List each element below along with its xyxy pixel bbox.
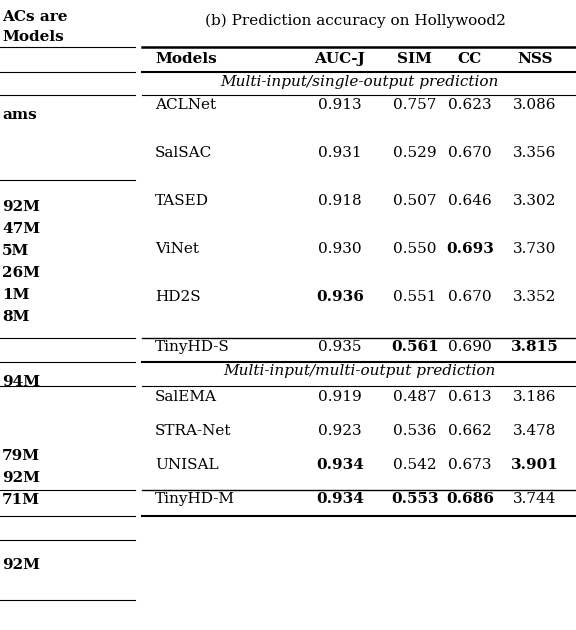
Text: 92M: 92M — [2, 471, 40, 485]
Text: SalSAC: SalSAC — [155, 146, 212, 160]
Text: 0.623: 0.623 — [448, 98, 492, 112]
Text: 1M: 1M — [2, 288, 29, 302]
Text: 0.913: 0.913 — [318, 98, 362, 112]
Text: 0.919: 0.919 — [318, 390, 362, 404]
Text: 92M: 92M — [2, 558, 40, 572]
Text: ACLNet: ACLNet — [155, 98, 216, 112]
Text: 0.553: 0.553 — [391, 492, 439, 506]
Text: 3.302: 3.302 — [513, 194, 557, 208]
Text: 26M: 26M — [2, 266, 40, 280]
Text: 0.930: 0.930 — [318, 242, 362, 256]
Text: 3.744: 3.744 — [513, 492, 557, 506]
Text: STRA-Net: STRA-Net — [155, 424, 232, 438]
Text: 0.918: 0.918 — [318, 194, 362, 208]
Text: 79M: 79M — [2, 449, 40, 463]
Text: SIM: SIM — [397, 52, 433, 66]
Text: TinyHD-S: TinyHD-S — [155, 340, 230, 354]
Text: 3.186: 3.186 — [513, 390, 557, 404]
Text: 0.757: 0.757 — [393, 98, 437, 112]
Text: Multi-input/multi-output prediction: Multi-input/multi-output prediction — [223, 364, 495, 378]
Text: NSS: NSS — [517, 52, 553, 66]
Text: TinyHD-M: TinyHD-M — [155, 492, 235, 506]
Text: 0.931: 0.931 — [318, 146, 362, 160]
Text: 3.815: 3.815 — [511, 340, 559, 354]
Text: 92M: 92M — [2, 200, 40, 214]
Text: Multi-input/single-output prediction: Multi-input/single-output prediction — [220, 75, 498, 89]
Text: 0.487: 0.487 — [393, 390, 437, 404]
Text: 0.536: 0.536 — [393, 424, 437, 438]
Text: Models: Models — [2, 30, 64, 44]
Text: 0.670: 0.670 — [448, 290, 492, 304]
Text: 0.673: 0.673 — [448, 458, 492, 472]
Text: 5M: 5M — [2, 244, 29, 258]
Text: TASED: TASED — [155, 194, 209, 208]
Text: ACs are: ACs are — [2, 10, 67, 24]
Text: 0.550: 0.550 — [393, 242, 437, 256]
Text: 0.507: 0.507 — [393, 194, 437, 208]
Text: 3.730: 3.730 — [513, 242, 556, 256]
Text: 0.529: 0.529 — [393, 146, 437, 160]
Text: UNISAL: UNISAL — [155, 458, 219, 472]
Text: AUC-J: AUC-J — [314, 52, 365, 66]
Text: ams: ams — [2, 108, 37, 122]
Text: 0.613: 0.613 — [448, 390, 492, 404]
Text: ViNet: ViNet — [155, 242, 199, 256]
Text: 0.934: 0.934 — [316, 458, 364, 472]
Text: 0.935: 0.935 — [319, 340, 362, 354]
Text: 0.923: 0.923 — [318, 424, 362, 438]
Text: 3.352: 3.352 — [513, 290, 556, 304]
Text: 0.561: 0.561 — [391, 340, 439, 354]
Text: 3.356: 3.356 — [513, 146, 556, 160]
Text: 0.934: 0.934 — [316, 492, 364, 506]
Text: HD2S: HD2S — [155, 290, 200, 304]
Text: CC: CC — [458, 52, 482, 66]
Text: 3.086: 3.086 — [513, 98, 557, 112]
Text: (b) Prediction accuracy on Hollywood2: (b) Prediction accuracy on Hollywood2 — [204, 14, 505, 28]
Text: 3.901: 3.901 — [511, 458, 559, 472]
Text: 0.936: 0.936 — [316, 290, 364, 304]
Text: Models: Models — [155, 52, 217, 66]
Text: 0.551: 0.551 — [393, 290, 437, 304]
Text: SalEMA: SalEMA — [155, 390, 217, 404]
Text: 0.670: 0.670 — [448, 146, 492, 160]
Text: 0.690: 0.690 — [448, 340, 492, 354]
Text: 3.478: 3.478 — [513, 424, 556, 438]
Text: 0.646: 0.646 — [448, 194, 492, 208]
Text: 47M: 47M — [2, 222, 40, 236]
Text: 0.693: 0.693 — [446, 242, 494, 256]
Text: 0.686: 0.686 — [446, 492, 494, 506]
Text: 71M: 71M — [2, 493, 40, 507]
Text: 0.662: 0.662 — [448, 424, 492, 438]
Text: 94M: 94M — [2, 375, 40, 389]
Text: 8M: 8M — [2, 310, 29, 324]
Text: 0.542: 0.542 — [393, 458, 437, 472]
